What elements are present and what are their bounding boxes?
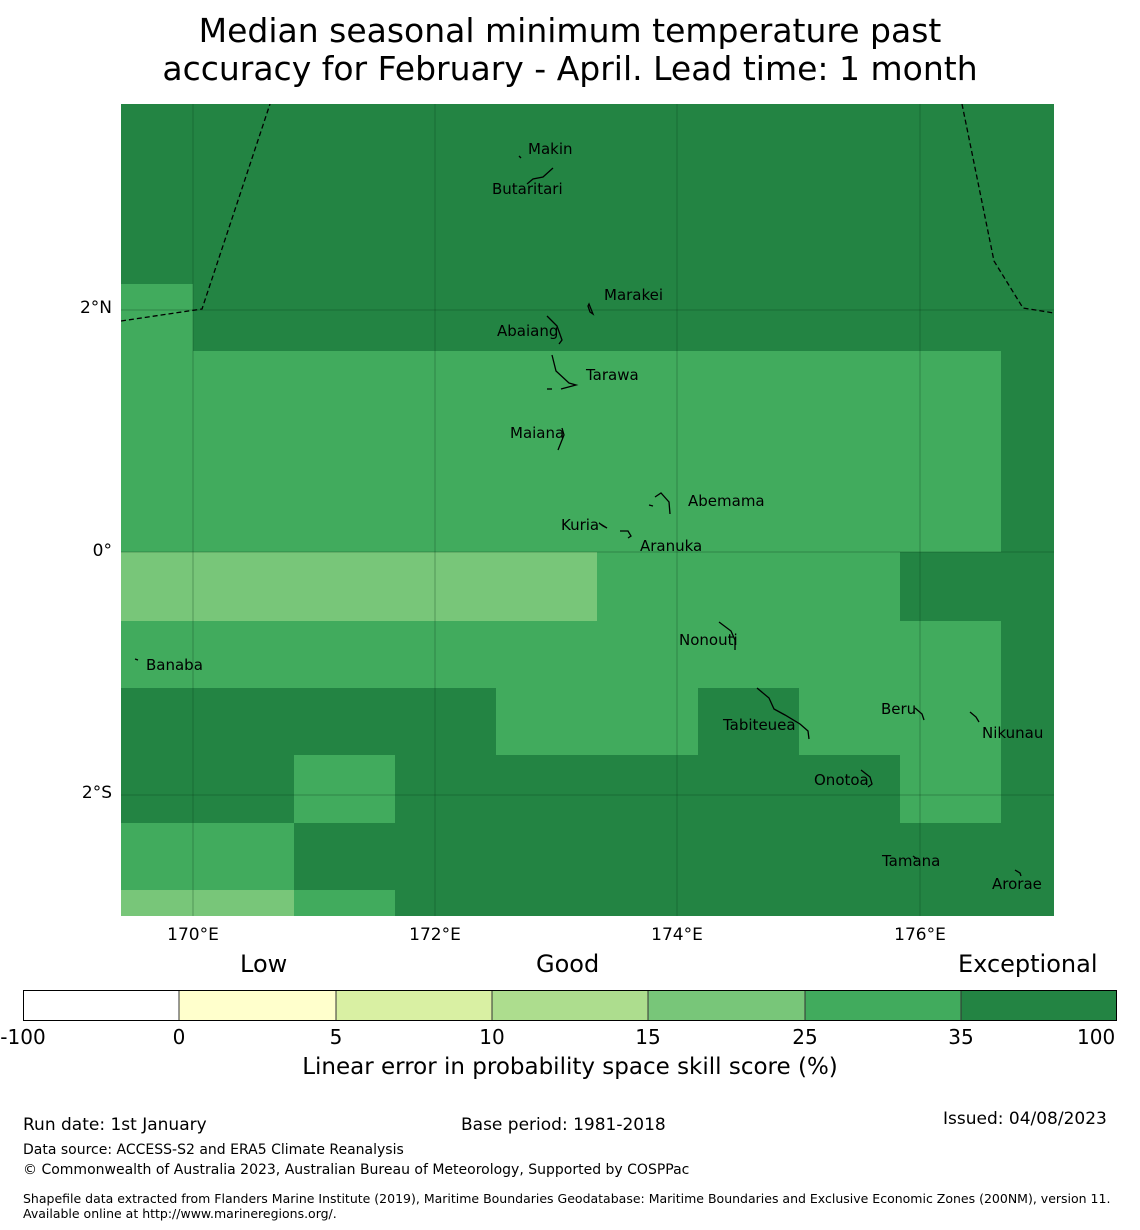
island-label: Tarawa	[585, 366, 639, 384]
island-label: Maiana	[510, 424, 564, 442]
data-source: Data source: ACCESS-S2 and ERA5 Climate …	[23, 1142, 404, 1158]
colorbar-bin	[336, 990, 492, 1021]
island-label: Banaba	[146, 656, 203, 674]
island-label: Arorae	[992, 875, 1042, 893]
lon-tick-label: 170°E	[167, 925, 219, 945]
island-outline	[134, 658, 139, 661]
lat-tick-label: 2°S	[81, 783, 112, 803]
base-period: Base period: 1981-2018	[461, 1115, 666, 1135]
island-outline	[969, 711, 980, 723]
legend-category-exceptional: Exceptional	[958, 950, 1098, 978]
island-label: Nonouti	[679, 631, 738, 649]
colorbar-tick: 35	[948, 1025, 974, 1049]
island-outline	[620, 530, 632, 539]
skill-cell	[121, 823, 294, 890]
skill-cell	[496, 688, 698, 755]
colorbar-bin	[492, 990, 648, 1021]
skill-cell	[294, 890, 395, 916]
island-label: Abemama	[688, 492, 765, 510]
island-label: Beru	[881, 700, 916, 718]
island-outline	[557, 427, 565, 451]
colorbar-bin	[648, 990, 805, 1021]
colorbar-tick: -100	[0, 1025, 46, 1049]
island-label: Aranuka	[640, 537, 702, 555]
skill-cell	[121, 621, 1001, 688]
eez-boundary-east	[961, 104, 1054, 314]
skill-cell	[597, 552, 900, 621]
lon-tick-label: 172°E	[409, 925, 461, 945]
issued-date: Issued: 04/08/2023	[943, 1109, 1107, 1129]
colorbar-bin	[805, 990, 961, 1021]
colorbar-tick: 10	[479, 1025, 505, 1049]
skill-cell	[193, 351, 1001, 552]
island-label: Onotoa	[814, 771, 869, 789]
legend-category-good: Good	[536, 950, 600, 978]
island-outline	[654, 492, 671, 515]
colorbar-tick: 25	[792, 1025, 818, 1049]
skill-cell	[294, 755, 395, 823]
island-label: Tabiteuea	[722, 716, 796, 734]
island-label: Marakei	[604, 286, 663, 304]
island-outline	[756, 687, 810, 740]
island-label: Makin	[528, 140, 573, 158]
island-label: Abaiang	[497, 322, 558, 340]
map-title-line-2: accuracy for February - April. Lead time…	[162, 49, 978, 88]
island-label: Tamana	[881, 852, 940, 870]
colorbar-bin	[179, 990, 336, 1021]
island-outline	[718, 621, 736, 650]
map-title-line-1: Median seasonal minimum temperature past	[198, 11, 942, 50]
colorbar-tick: 15	[635, 1025, 661, 1049]
lon-tick-label: 176°E	[894, 925, 946, 945]
island-outline	[860, 769, 873, 788]
island-outline	[598, 522, 608, 529]
eez-boundary-west	[121, 104, 271, 322]
skill-cell	[121, 890, 294, 916]
run-date: Run date: 1st January	[23, 1115, 207, 1135]
skill-cell	[900, 755, 1001, 823]
skill-score-map: Makin Butaritari Marakei Abaiang Tarawa …	[121, 104, 1054, 916]
island-outline	[648, 504, 654, 507]
colorbar-label: Linear error in probability space skill …	[302, 1054, 838, 1080]
colorbar-tick: 100	[1077, 1025, 1116, 1049]
island-label: Nikunau	[982, 724, 1043, 742]
lat-tick-label: 0°	[92, 541, 112, 561]
island-outline	[518, 155, 522, 159]
copyright: © Commonwealth of Australia 2023, Austra…	[23, 1162, 690, 1178]
island-outline	[914, 707, 925, 721]
skill-cell	[799, 688, 1001, 755]
shapefile-credit: Shapefile data extracted from Flanders M…	[23, 1191, 1111, 1221]
island-label: Kuria	[561, 516, 599, 534]
colorbar-tick: 0	[172, 1025, 186, 1049]
island-outline	[587, 302, 595, 316]
island-outline	[526, 167, 554, 185]
lat-tick-label: 2°N	[79, 298, 112, 318]
island-label: Butaritari	[492, 180, 563, 198]
colorbar-tick: 5	[329, 1025, 343, 1049]
colorbar-bin	[23, 990, 179, 1021]
island-outline	[551, 354, 579, 390]
island-outline	[912, 855, 918, 860]
skill-cell	[121, 552, 597, 621]
skill-cell	[121, 284, 193, 552]
lon-tick-label: 174°E	[651, 925, 703, 945]
colorbar	[23, 990, 1117, 1021]
island-outline	[546, 315, 563, 345]
island-outline	[1014, 869, 1022, 877]
legend-category-low: Low	[240, 950, 288, 978]
colorbar-bin	[961, 990, 1117, 1021]
